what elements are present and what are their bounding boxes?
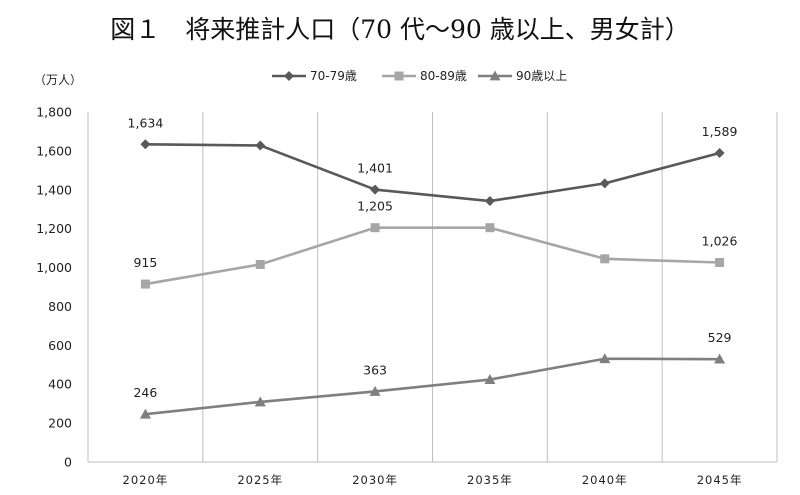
data-point bbox=[715, 258, 725, 267]
data-point bbox=[599, 178, 610, 189]
data-point bbox=[599, 353, 611, 364]
data-point bbox=[140, 279, 150, 289]
data-label: 1,205 bbox=[357, 199, 393, 214]
data-label: 1,589 bbox=[702, 124, 738, 139]
x-tick-label: 2035年 bbox=[467, 473, 513, 487]
data-label: 529 bbox=[708, 330, 732, 345]
data-point bbox=[714, 353, 726, 364]
data-point bbox=[140, 139, 151, 150]
y-tick-label: 1,400 bbox=[36, 182, 72, 197]
data-label: 915 bbox=[133, 255, 157, 270]
data-labels: 1,634 1,401 1,589 915 1,205 1,026 246 363 529 bbox=[128, 115, 738, 400]
y-tick-label: 400 bbox=[48, 377, 72, 392]
data-point bbox=[485, 223, 495, 233]
data-point bbox=[714, 148, 725, 159]
data-point bbox=[254, 396, 266, 407]
legend-item: 80-89歳 bbox=[382, 69, 467, 83]
series-line bbox=[145, 226, 720, 286]
data-point bbox=[484, 196, 495, 207]
data-point bbox=[370, 223, 380, 233]
y-tick-label: 0 bbox=[64, 455, 72, 470]
legend-marker bbox=[394, 71, 404, 81]
data-label: 1,634 bbox=[128, 115, 164, 130]
series-line bbox=[145, 357, 720, 416]
y-axis-unit: （万人） bbox=[34, 73, 82, 87]
x-axis-ticks: 2020年 2025年 2030年 2035年 2040年 2045年 bbox=[123, 473, 743, 487]
grid bbox=[87, 112, 778, 463]
y-tick-label: 600 bbox=[48, 338, 72, 353]
data-point bbox=[484, 374, 496, 384]
x-tick-label: 2040年 bbox=[582, 473, 628, 487]
y-tick-label: 800 bbox=[48, 299, 72, 314]
x-tick-label: 2020年 bbox=[123, 473, 169, 487]
series-line bbox=[145, 142, 720, 203]
data-point bbox=[139, 408, 151, 419]
x-tick-label: 2030年 bbox=[352, 473, 398, 487]
data-point bbox=[255, 259, 265, 269]
chart-title: 図１ 将来推計人口（70 代〜90 歳以上、男女計） bbox=[110, 15, 690, 44]
data-point bbox=[255, 140, 266, 151]
data-label: 363 bbox=[363, 362, 387, 377]
data-label: 1,401 bbox=[357, 161, 393, 176]
data-label: 1,026 bbox=[702, 234, 738, 249]
series-3 bbox=[139, 353, 726, 419]
legend-marker bbox=[489, 70, 501, 81]
legend-label: 90歳以上 bbox=[516, 69, 567, 83]
legend-marker bbox=[284, 71, 294, 81]
data-point bbox=[370, 184, 381, 195]
x-tick-label: 2045年 bbox=[697, 473, 743, 487]
legend-item: 70-79歳 bbox=[272, 69, 357, 83]
series-group bbox=[139, 139, 726, 419]
x-tick-label: 2025年 bbox=[237, 473, 283, 487]
legend-item: 90歳以上 bbox=[478, 69, 567, 83]
y-tick-label: 1,800 bbox=[36, 105, 72, 120]
data-point bbox=[369, 385, 381, 396]
series-1 bbox=[140, 139, 725, 207]
y-tick-label: 1,600 bbox=[36, 143, 72, 158]
y-tick-label: 1,200 bbox=[36, 221, 72, 236]
y-tick-label: 1,000 bbox=[36, 260, 72, 275]
y-axis-ticks: 0 200 400 600 800 1,000 1,200 1,400 1,600 1,800 bbox=[36, 105, 72, 470]
legend-label: 70-79歳 bbox=[310, 69, 357, 83]
data-label: 246 bbox=[133, 385, 157, 400]
legend: 70-79歳 80-89歳 90歳以上 bbox=[272, 69, 567, 83]
series-2 bbox=[140, 223, 725, 289]
y-tick-label: 200 bbox=[48, 416, 72, 431]
legend-label: 80-89歳 bbox=[420, 69, 467, 83]
data-point bbox=[600, 254, 610, 264]
